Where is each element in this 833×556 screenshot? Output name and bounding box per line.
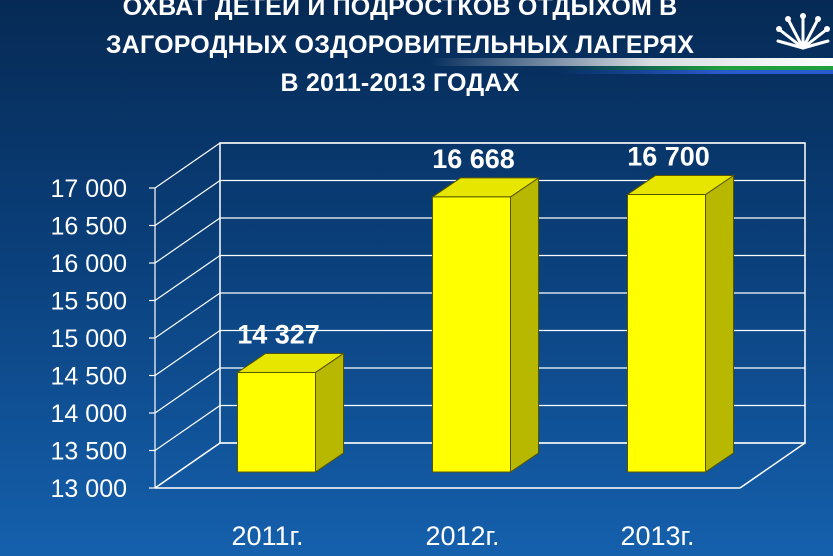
- bar-front: [627, 194, 706, 473]
- side-gridline: [154, 180, 221, 226]
- side-gridline: [154, 292, 221, 339]
- y-tick-label: 13 500: [51, 438, 127, 466]
- side-gridline: [154, 217, 221, 264]
- chart-title: ОХВАТ ДЕТЕЙ И ПОДРОСТКОВ ОТДЫХОМ В ЗАГОР…: [0, 0, 800, 102]
- side-gridline: [154, 367, 221, 414]
- title-line-2: ЗАГОРОДНЫХ ОЗДОРОВИТЕЛЬНЫХ ЛАГЕРЯХ: [105, 31, 695, 59]
- x-tick-label: 2011г.: [231, 521, 303, 551]
- x-tick-label: 2013г.: [620, 521, 694, 551]
- title-line-3: В 2011-2013 ГОДАХ: [280, 69, 520, 97]
- data-label: 16 700: [627, 142, 710, 172]
- y-tick-label: 13 000: [51, 475, 127, 503]
- title-line-1: ОХВАТ ДЕТЕЙ И ПОДРОСТКОВ ОТДЫХОМ В: [122, 0, 678, 21]
- x-tick-label: 2012г.: [425, 521, 499, 551]
- bar: [625, 174, 736, 473]
- y-tick-label: 14 500: [51, 363, 127, 391]
- data-labels: 14 327 16 668 16 700: [237, 142, 710, 350]
- y-tick-label: 14 000: [51, 400, 127, 428]
- y-tick-label: 15 500: [51, 288, 127, 316]
- side-gridline: [154, 330, 221, 376]
- bar-side: [705, 174, 734, 473]
- side-gridline: [154, 442, 221, 489]
- bar-front: [432, 196, 511, 473]
- bars: [235, 174, 736, 473]
- logo-stripe-blue: [560, 70, 833, 74]
- side-gridline: [154, 142, 221, 189]
- y-tick-label: 16 500: [51, 213, 127, 241]
- data-label: 16 668: [432, 144, 515, 174]
- bar-front: [237, 371, 316, 473]
- x-axis-labels: 2011г. 2012г. 2013г.: [231, 521, 694, 551]
- sunburst-logo-icon: [776, 13, 830, 50]
- y-tick-label: 15 000: [51, 325, 127, 353]
- bar: [430, 176, 541, 473]
- bar: [235, 352, 346, 473]
- logo-stripe-green: [560, 66, 833, 70]
- y-tick-label: 16 000: [51, 250, 127, 278]
- side-gridline: [154, 255, 221, 301]
- bar-side: [315, 352, 344, 473]
- side-gridline: [154, 405, 221, 451]
- logo-stripe-white: [430, 58, 833, 66]
- data-label: 14 327: [237, 319, 320, 349]
- y-axis-ticks: 13 000 13 500 14 000 14 500 15 000 15 500 16 0…: [51, 175, 127, 503]
- y-tick-label: 17 000: [51, 175, 127, 203]
- bar-side: [510, 176, 539, 473]
